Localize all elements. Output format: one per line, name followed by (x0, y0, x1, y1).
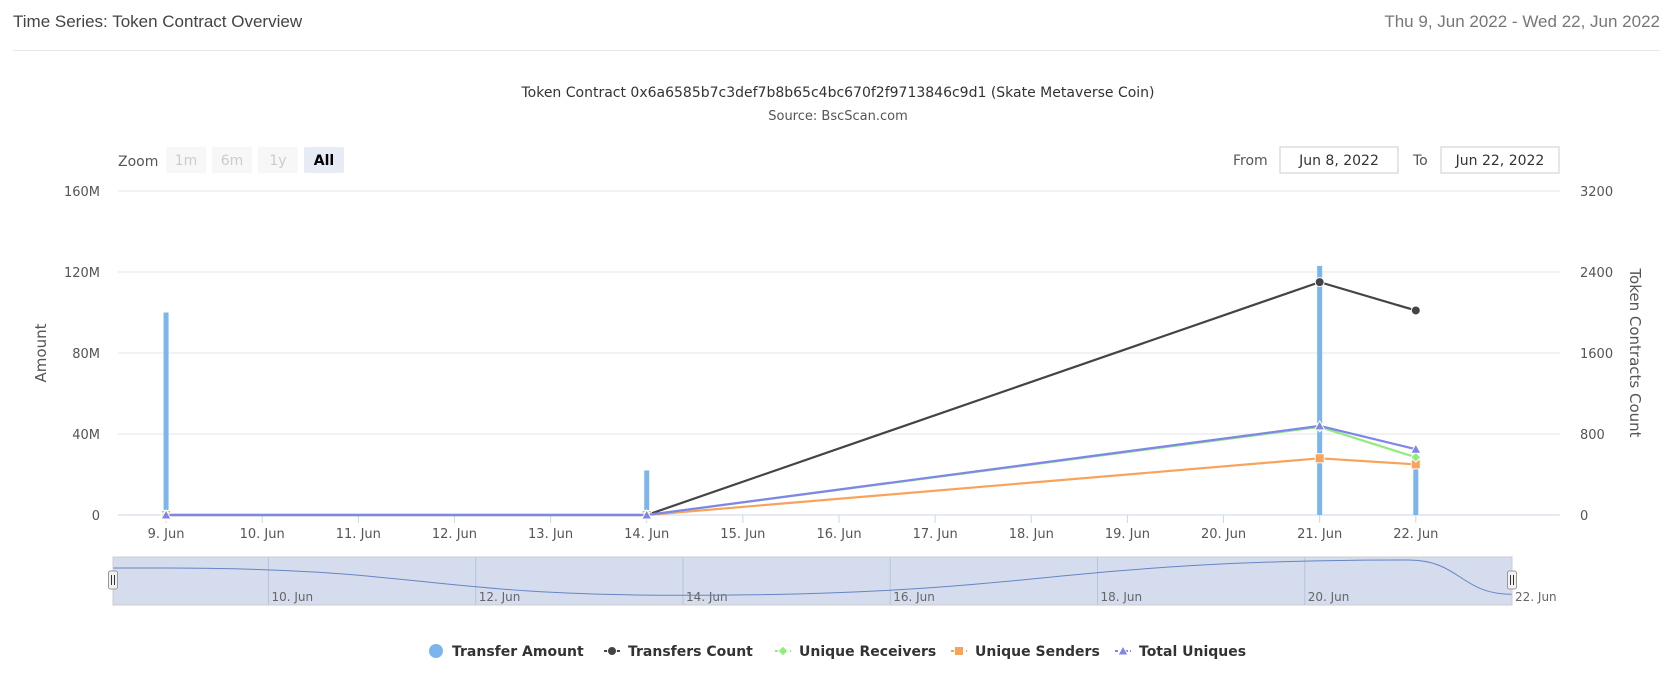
y-right-tick-label: 3200 (1580, 185, 1613, 200)
navigator-label: 20. Jun (1308, 590, 1350, 604)
navigator-line (113, 559, 1513, 596)
y-left-tick-label: 0 (92, 509, 100, 524)
y-left-tick-label: 40M (72, 428, 100, 443)
y-axis-left: 0 40M 80M 120M 160M Amount (32, 185, 100, 524)
legend-symbol (607, 646, 617, 656)
zoom-button-all[interactable]: All (304, 147, 344, 173)
y-left-tick-label: 160M (64, 185, 100, 200)
x-tick-label: 22. Jun (1393, 527, 1438, 542)
total-uniques-point (160, 508, 172, 520)
x-tick-label: 15. Jun (720, 527, 765, 542)
transfer-amount-bar (163, 312, 169, 515)
navigator-handle-left[interactable] (108, 570, 118, 590)
page-title: Time Series: Token Contract Overview (13, 12, 303, 31)
svg-text:1m: 1m (175, 153, 198, 169)
legend-symbol (777, 645, 789, 657)
svg-text:All: All (314, 153, 334, 169)
transfer-amount-series (163, 265, 1419, 515)
x-tick-label: 9. Jun (148, 527, 185, 542)
navigator-label: 14. Jun (686, 590, 728, 604)
legend-symbol (429, 644, 443, 658)
header-divider (13, 50, 1660, 51)
svg-text:Jun 22, 2022: Jun 22, 2022 (1455, 153, 1545, 169)
zoom-button-1y[interactable]: 1y (258, 147, 298, 173)
legend-item-unique-senders[interactable]: Unique Senders (951, 644, 1100, 660)
transfers-count-point (1410, 305, 1421, 316)
legend-label: Transfers Count (628, 644, 753, 660)
legend-label: Transfer Amount (452, 644, 584, 660)
navigator-label: 22. Jun (1515, 590, 1557, 604)
legend-item-transfers-count[interactable]: Transfers Count (604, 644, 753, 660)
x-tick-label: 10. Jun (240, 527, 285, 542)
svg-text:1y: 1y (269, 153, 286, 169)
legend-item-transfer-amount[interactable]: Transfer Amount (429, 644, 584, 660)
x-tick-label: 21. Jun (1297, 527, 1342, 542)
navigator[interactable]: 10. Jun 12. Jun 14. Jun 16. Jun 18. Jun 20. J… (108, 556, 1557, 606)
legend-symbol (954, 646, 964, 656)
grip-handle-icon (1507, 570, 1517, 590)
to-date-input[interactable]: Jun 22, 2022 (1440, 146, 1560, 174)
to-label: To (1412, 153, 1428, 169)
svg-text:6m: 6m (221, 153, 244, 169)
grip-handle-icon (108, 570, 118, 590)
legend-item-unique-receivers[interactable]: Unique Receivers (775, 644, 936, 660)
zoom-label: Zoom (118, 154, 158, 170)
transfers-count-point (1314, 277, 1325, 288)
from-date-input[interactable]: Jun 8, 2022 (1279, 146, 1399, 174)
legend-label: Unique Receivers (799, 644, 936, 660)
y-right-tick-label: 0 (1580, 509, 1588, 524)
x-tick-label: 20. Jun (1201, 527, 1246, 542)
transfer-amount-bar (1317, 265, 1323, 515)
chart-title: Token Contract 0x6a6585b7c3def7b8b65c4bc… (520, 85, 1154, 101)
x-tick-label: 17. Jun (913, 527, 958, 542)
total-uniques-point (1313, 419, 1326, 431)
x-tick-label: 14. Jun (624, 527, 669, 542)
page-header: Time Series: Token Contract Overview Thu… (0, 0, 1676, 51)
y-left-tick-label: 80M (72, 347, 100, 362)
navigator-label: 18. Jun (1100, 590, 1142, 604)
transfers-count-line (166, 280, 1417, 517)
x-tick-label: 18. Jun (1009, 527, 1054, 542)
x-axis: 9. Jun 10. Jun 11. Jun 12. Jun 13. Jun 14. Ju… (148, 515, 1438, 542)
total-uniques-point (640, 508, 653, 520)
unique-senders-point (1314, 453, 1325, 464)
grid-lines (118, 190, 1560, 516)
date-range: Thu 9, Jun 2022 - Wed 22, Jun 2022 (1384, 12, 1660, 31)
y-axis-right: 0 800 1600 2400 3200 Token Contracts Count (1580, 185, 1644, 524)
unique-senders-line (166, 457, 1416, 517)
legend-symbol (1117, 644, 1129, 656)
legend-label: Total Uniques (1139, 644, 1246, 660)
total-uniques-point (1409, 443, 1422, 454)
x-tick-label: 13. Jun (528, 527, 573, 542)
y-left-axis-title: Amount (32, 323, 50, 382)
y-right-tick-label: 800 (1580, 428, 1605, 443)
navigator-label: 10. Jun (271, 590, 313, 604)
y-left-tick-label: 120M (64, 266, 100, 281)
zoom-button-1m[interactable]: 1m (166, 147, 206, 173)
y-right-tick-label: 1600 (1580, 347, 1613, 362)
line-series (160, 277, 1422, 521)
y-right-tick-label: 2400 (1580, 266, 1613, 281)
legend-item-total-uniques[interactable]: Total Uniques (1115, 644, 1246, 660)
from-label: From (1233, 153, 1268, 169)
legend-label: Unique Senders (975, 644, 1100, 660)
navigator-selection (113, 557, 1512, 605)
chart-subtitle: Source: BscScan.com (768, 109, 908, 124)
total-uniques-line (166, 424, 1417, 517)
navigator-label: 16. Jun (893, 590, 935, 604)
navigator-handle-right[interactable] (1507, 570, 1517, 590)
transfer-amount-bar (1413, 464, 1419, 515)
x-tick-label: 12. Jun (432, 527, 477, 542)
x-tick-label: 19. Jun (1105, 527, 1150, 542)
svg-text:Jun 8, 2022: Jun 8, 2022 (1298, 153, 1379, 169)
legend: Transfer Amount Transfers Count Unique Rec… (429, 644, 1246, 660)
unique-receivers-point (1410, 451, 1422, 463)
zoom-button-6m[interactable]: 6m (212, 147, 252, 173)
x-tick-label: 16. Jun (816, 527, 861, 542)
x-tick-label: 11. Jun (336, 527, 381, 542)
y-right-axis-title: Token Contracts Count (1626, 267, 1644, 437)
navigator-label: 12. Jun (479, 590, 521, 604)
transfer-amount-bar (644, 470, 650, 515)
